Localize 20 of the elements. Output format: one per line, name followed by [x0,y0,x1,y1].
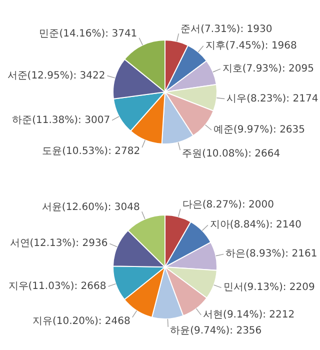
slice-label: 하윤(9.74%): 2356 [170,325,262,336]
slice-label: 지우(11.03%): 2668 [8,280,106,292]
slice-label: 민준(14.16%): 3741 [39,28,138,40]
slice-label: 지아(8.84%): 2140 [210,220,302,231]
slice-label: 예준(9.97%): 2635 [213,124,306,136]
slice-label: 지호(7.93%): 2095 [222,63,314,74]
slice-label: 하준(11.38%): 3007 [12,114,110,126]
slice-label: 민서(9.13%): 2209 [223,282,315,294]
slice-label: 다은(8.27%): 2000 [182,200,274,211]
slice-label: 준서(7.31%): 1930 [180,24,272,36]
slice-label: 서준(12.95%): 3422 [7,70,106,82]
slice-label: 서현(9.14%): 2212 [203,309,295,320]
slice-label: 하은(8.93%): 2161 [226,248,318,260]
slice-label: 서연(12.13%): 2936 [10,238,108,250]
slice-label: 지유(10.20%): 2468 [32,316,130,327]
slice-label: 도윤(10.53%): 2782 [42,146,140,157]
slice-label: 지후(7.45%): 1968 [205,40,297,52]
slice-label: 서윤(12.60%): 3048 [42,202,140,214]
slice-label: 주원(10.08%): 2664 [182,148,280,160]
slice-label: 시우(8.23%): 2174 [226,93,318,104]
